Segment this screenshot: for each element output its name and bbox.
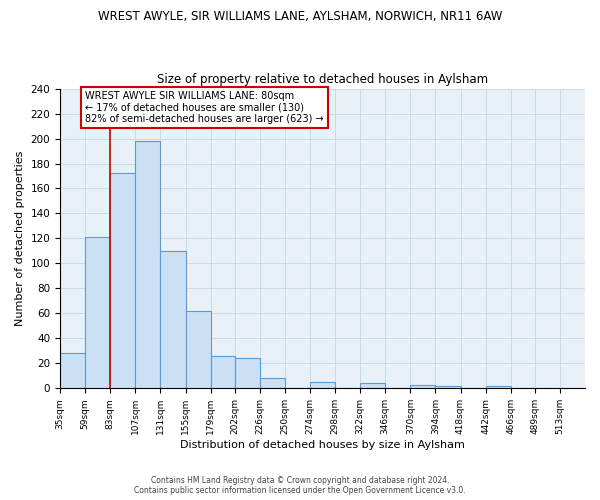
Bar bbox=[136, 141, 160, 388]
Text: WREST AWYLE, SIR WILLIAMS LANE, AYLSHAM, NORWICH, NR11 6AW: WREST AWYLE, SIR WILLIAMS LANE, AYLSHAM,… bbox=[98, 10, 502, 23]
Bar bbox=[360, 384, 385, 388]
Bar bbox=[410, 384, 436, 388]
Bar bbox=[485, 386, 511, 388]
X-axis label: Distribution of detached houses by size in Aylsham: Distribution of detached houses by size … bbox=[180, 440, 465, 450]
Bar bbox=[185, 311, 211, 388]
Bar bbox=[160, 251, 185, 388]
Bar bbox=[436, 386, 461, 388]
Text: Contains HM Land Registry data © Crown copyright and database right 2024.
Contai: Contains HM Land Registry data © Crown c… bbox=[134, 476, 466, 495]
Bar bbox=[310, 382, 335, 388]
Bar bbox=[260, 378, 285, 388]
Bar bbox=[60, 354, 85, 388]
Y-axis label: Number of detached properties: Number of detached properties bbox=[15, 151, 25, 326]
Title: Size of property relative to detached houses in Aylsham: Size of property relative to detached ho… bbox=[157, 73, 488, 86]
Bar bbox=[110, 174, 136, 388]
Bar bbox=[235, 358, 260, 388]
Bar bbox=[211, 356, 235, 388]
Bar bbox=[85, 237, 110, 388]
Text: WREST AWYLE SIR WILLIAMS LANE: 80sqm
← 17% of detached houses are smaller (130)
: WREST AWYLE SIR WILLIAMS LANE: 80sqm ← 1… bbox=[85, 91, 324, 124]
